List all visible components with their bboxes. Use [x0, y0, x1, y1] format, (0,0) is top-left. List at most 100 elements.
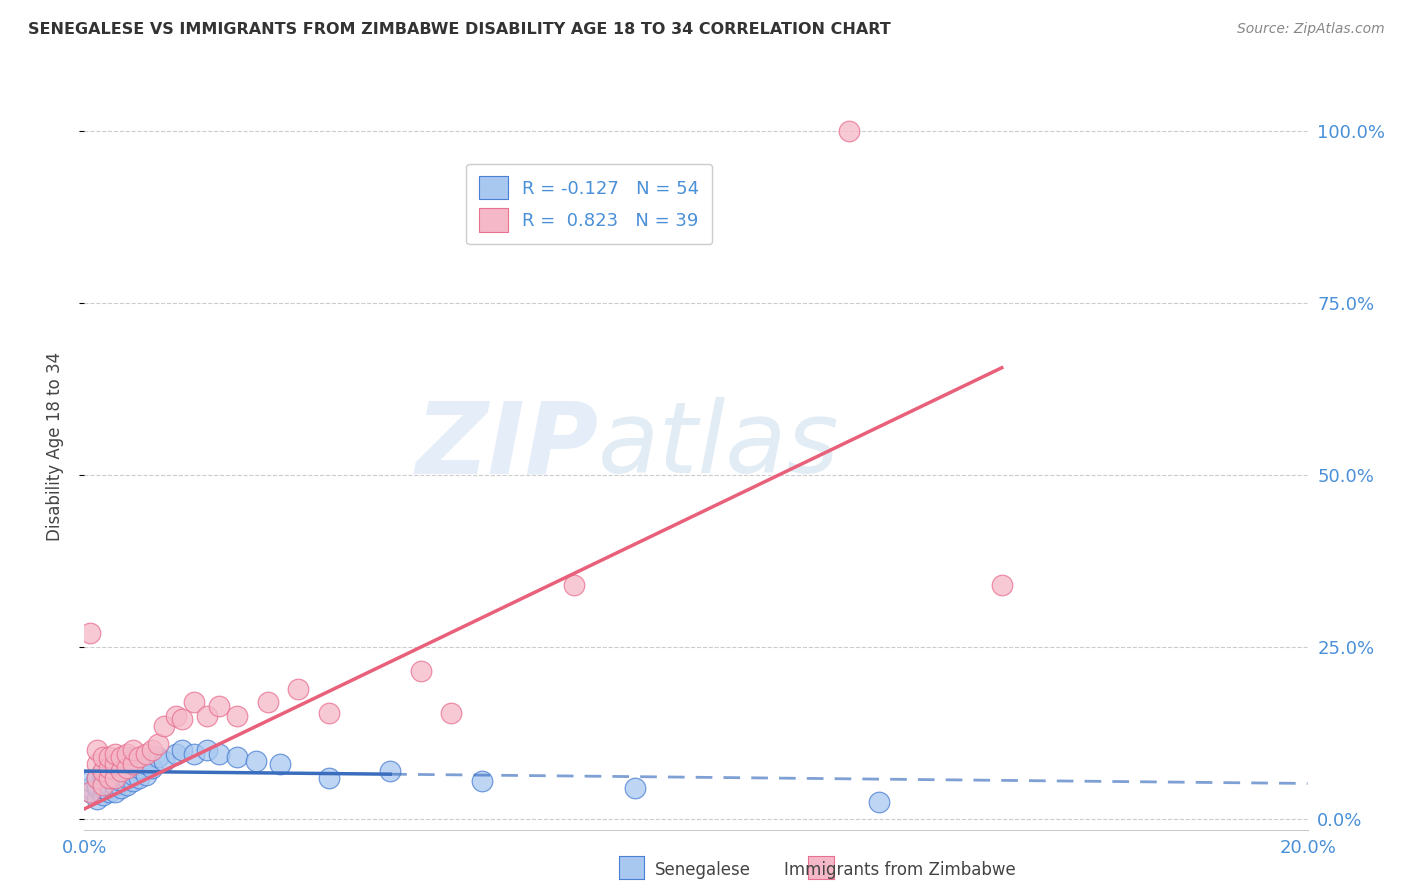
Point [991, 578, 1014, 592]
Legend: R = -0.127   N = 54, R =  0.823   N = 39: R = -0.127 N = 54, R = 0.823 N = 39 [467, 163, 713, 244]
Point [115, 750, 138, 764]
Point [110, 750, 132, 764]
Point [122, 757, 145, 772]
Text: Source: ZipAtlas.com: Source: ZipAtlas.com [1237, 22, 1385, 37]
Point [97, 785, 120, 799]
Point [172, 713, 194, 727]
Point [183, 747, 205, 761]
Point [226, 750, 249, 764]
Point [287, 681, 309, 696]
Point [122, 767, 145, 781]
Point [624, 781, 647, 796]
Text: ZIP: ZIP [415, 398, 598, 494]
Point [104, 771, 127, 785]
Point [97, 757, 120, 772]
Point [115, 771, 138, 785]
Point [79, 774, 101, 789]
Point [97, 771, 120, 785]
Point [97, 750, 120, 764]
Point [97, 764, 120, 778]
Text: atlas: atlas [598, 398, 839, 494]
Point [128, 771, 150, 785]
Point [110, 764, 132, 778]
Point [79, 785, 101, 799]
Point [104, 771, 127, 785]
Point [104, 778, 127, 792]
Point [79, 626, 101, 640]
Text: SENEGALESE VS IMMIGRANTS FROM ZIMBABWE DISABILITY AGE 18 TO 34 CORRELATION CHART: SENEGALESE VS IMMIGRANTS FROM ZIMBABWE D… [28, 22, 891, 37]
Point [122, 743, 145, 757]
Point [122, 774, 145, 789]
Point [110, 757, 132, 772]
Point [86, 757, 108, 772]
Point [838, 124, 860, 138]
Text: Immigrants from Zimbabwe: Immigrants from Zimbabwe [785, 861, 1015, 879]
Point [122, 757, 145, 772]
Point [110, 781, 132, 796]
Y-axis label: Disability Age 18 to 34: Disability Age 18 to 34 [45, 351, 63, 541]
Point [172, 743, 194, 757]
Point [91, 788, 114, 802]
Point [146, 737, 169, 751]
Point [86, 778, 108, 792]
Point [208, 747, 231, 761]
Point [562, 578, 585, 592]
Point [97, 761, 120, 775]
Point [91, 764, 114, 778]
Point [380, 764, 402, 778]
Point [91, 764, 114, 778]
Point [115, 761, 138, 775]
Point [208, 698, 231, 713]
Point [141, 743, 163, 757]
Point [115, 747, 138, 761]
Point [86, 771, 108, 785]
Point [91, 778, 114, 792]
Point [115, 778, 138, 792]
Point [195, 743, 218, 757]
Point [318, 771, 340, 785]
Point [440, 706, 463, 720]
Point [97, 778, 120, 792]
Point [153, 719, 176, 733]
Point [195, 709, 218, 723]
Point [97, 771, 120, 785]
Point [409, 665, 432, 679]
Point [110, 774, 132, 789]
Point [471, 774, 494, 789]
Point [91, 767, 114, 781]
Point [104, 747, 127, 761]
Point [91, 774, 114, 789]
Point [183, 695, 205, 709]
Point [135, 757, 157, 772]
Point [257, 695, 280, 709]
Point [141, 761, 163, 775]
Point [91, 771, 114, 785]
Point [91, 781, 114, 796]
Point [86, 791, 108, 805]
Point [86, 781, 108, 796]
Point [245, 754, 267, 768]
Point [110, 767, 132, 781]
Point [86, 743, 108, 757]
Point [128, 761, 150, 775]
Point [104, 757, 127, 772]
Point [146, 750, 169, 764]
Point [104, 785, 127, 799]
Text: Senegalese: Senegalese [655, 861, 751, 879]
Point [79, 781, 101, 796]
Point [165, 747, 187, 761]
Point [115, 761, 138, 775]
Point [165, 709, 187, 723]
Point [135, 767, 157, 781]
Point [226, 709, 249, 723]
Point [104, 761, 127, 775]
Point [79, 785, 101, 799]
Point [153, 754, 176, 768]
Point [135, 747, 157, 761]
Point [104, 764, 127, 778]
Point [91, 750, 114, 764]
Point [869, 795, 891, 809]
Point [269, 757, 291, 772]
Point [318, 706, 340, 720]
Point [86, 771, 108, 785]
